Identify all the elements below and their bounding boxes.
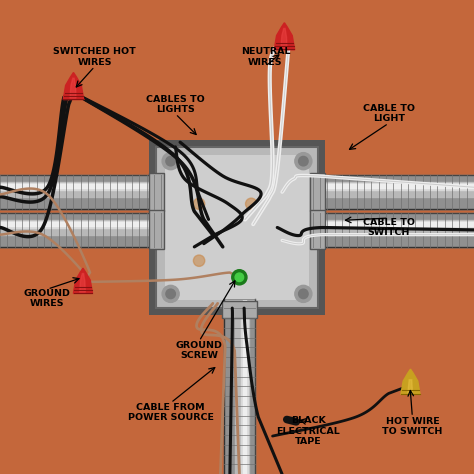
Polygon shape <box>63 73 84 100</box>
Text: BLACK
ELECTRICAL
TAPE: BLACK ELECTRICAL TAPE <box>276 417 340 446</box>
Bar <box>222 301 257 318</box>
Bar <box>149 173 164 211</box>
Text: NEUTRAL
WIRES: NEUTRAL WIRES <box>241 47 290 66</box>
Circle shape <box>162 153 179 170</box>
Circle shape <box>299 289 308 299</box>
Text: HOT WIRE
TO SWITCH: HOT WIRE TO SWITCH <box>382 417 443 436</box>
Circle shape <box>193 255 205 266</box>
Polygon shape <box>70 78 76 98</box>
Text: CABLE TO
SWITCH: CABLE TO SWITCH <box>363 218 415 237</box>
Text: CABLE TO
LIGHT: CABLE TO LIGHT <box>363 104 415 123</box>
Polygon shape <box>274 23 295 50</box>
Bar <box>310 173 325 211</box>
Circle shape <box>246 198 257 210</box>
Circle shape <box>235 273 244 282</box>
Polygon shape <box>408 380 412 393</box>
Circle shape <box>162 285 179 302</box>
Polygon shape <box>73 268 92 293</box>
Text: GROUND
SCREW: GROUND SCREW <box>176 341 222 360</box>
Circle shape <box>193 198 205 210</box>
Circle shape <box>232 270 247 285</box>
Bar <box>156 147 318 308</box>
Text: CABLES TO
LIGHTS: CABLES TO LIGHTS <box>146 95 205 114</box>
Bar <box>149 210 164 249</box>
Text: CABLE FROM
POWER SOURCE: CABLE FROM POWER SOURCE <box>128 403 214 422</box>
Circle shape <box>295 285 312 302</box>
Text: GROUND
WIRES: GROUND WIRES <box>24 289 71 308</box>
Bar <box>310 210 325 249</box>
Polygon shape <box>281 28 287 48</box>
Circle shape <box>166 289 175 299</box>
Circle shape <box>295 153 312 170</box>
Circle shape <box>299 156 308 166</box>
Polygon shape <box>80 273 85 292</box>
Circle shape <box>166 156 175 166</box>
Bar <box>149 140 325 315</box>
Text: SWITCHED HOT
WIRES: SWITCHED HOT WIRES <box>54 47 136 66</box>
Bar <box>165 155 309 300</box>
Polygon shape <box>401 369 420 394</box>
